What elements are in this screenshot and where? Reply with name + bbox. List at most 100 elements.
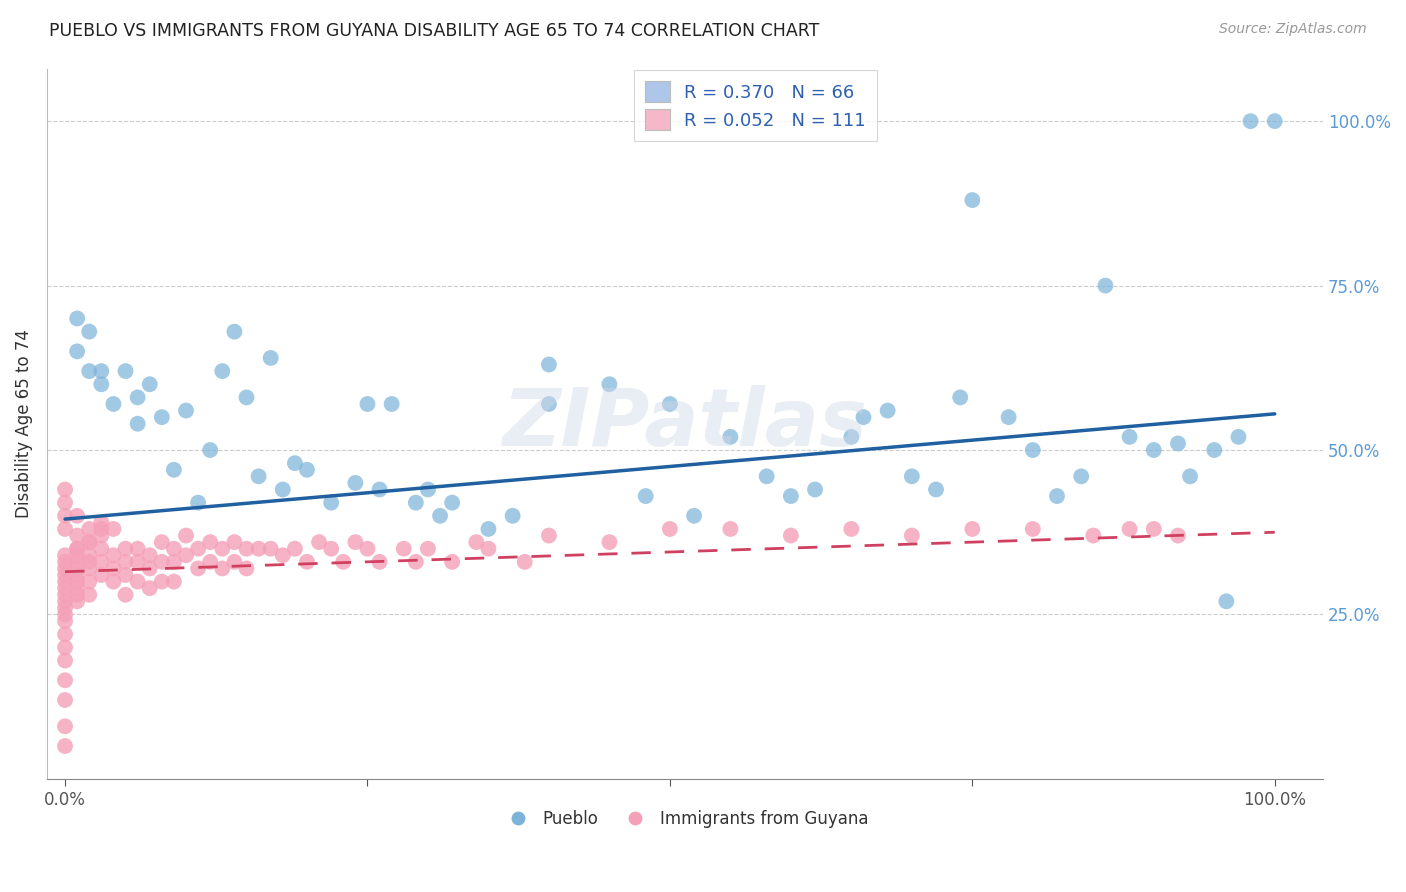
Point <box>53 594 76 608</box>
Point <box>53 739 76 753</box>
Point <box>66 508 89 523</box>
Point <box>356 397 378 411</box>
Point <box>114 555 136 569</box>
Point <box>127 541 149 556</box>
Point <box>658 522 681 536</box>
Point <box>1143 443 1166 458</box>
Point <box>53 496 76 510</box>
Point <box>841 522 863 536</box>
Point <box>598 535 620 549</box>
Point <box>997 410 1019 425</box>
Point <box>90 555 112 569</box>
Point <box>103 574 125 589</box>
Point <box>247 469 270 483</box>
Point <box>53 627 76 641</box>
Point <box>718 522 741 536</box>
Point <box>321 496 343 510</box>
Point <box>163 555 186 569</box>
Point <box>103 522 125 536</box>
Point <box>200 555 222 569</box>
Point <box>235 391 257 405</box>
Point <box>537 397 560 411</box>
Point <box>1118 430 1140 444</box>
Text: Source: ZipAtlas.com: Source: ZipAtlas.com <box>1219 22 1367 37</box>
Point <box>163 574 186 589</box>
Point <box>962 522 984 536</box>
Point <box>127 391 149 405</box>
Point <box>150 574 173 589</box>
Point <box>1264 114 1286 128</box>
Point <box>174 528 197 542</box>
Point <box>53 588 76 602</box>
Point <box>77 325 100 339</box>
Point <box>114 541 136 556</box>
Point <box>53 483 76 497</box>
Point <box>53 693 76 707</box>
Point <box>247 541 270 556</box>
Point <box>841 430 863 444</box>
Point <box>53 673 76 688</box>
Point <box>53 508 76 523</box>
Point <box>90 528 112 542</box>
Point <box>465 535 488 549</box>
Point <box>53 600 76 615</box>
Point <box>502 508 524 523</box>
Point <box>138 549 160 563</box>
Point <box>368 483 391 497</box>
Point <box>271 483 294 497</box>
Point <box>405 496 427 510</box>
Point <box>949 391 972 405</box>
Point <box>416 541 439 556</box>
Point <box>392 541 415 556</box>
Point <box>235 561 257 575</box>
Point <box>962 193 984 207</box>
Point <box>260 541 283 556</box>
Point <box>77 574 100 589</box>
Point <box>77 549 100 563</box>
Point <box>1083 528 1105 542</box>
Point <box>1227 430 1250 444</box>
Point <box>200 443 222 458</box>
Point <box>187 496 209 510</box>
Point <box>114 588 136 602</box>
Point <box>308 535 330 549</box>
Point <box>284 541 307 556</box>
Point <box>103 397 125 411</box>
Point <box>211 541 233 556</box>
Point <box>211 561 233 575</box>
Point <box>77 364 100 378</box>
Point <box>356 541 378 556</box>
Point <box>53 555 76 569</box>
Point <box>77 588 100 602</box>
Point <box>271 549 294 563</box>
Point <box>77 522 100 536</box>
Y-axis label: Disability Age 65 to 74: Disability Age 65 to 74 <box>15 329 32 518</box>
Point <box>876 403 898 417</box>
Point <box>163 463 186 477</box>
Point <box>224 555 246 569</box>
Point <box>368 555 391 569</box>
Point <box>138 581 160 595</box>
Point <box>224 535 246 549</box>
Point <box>90 377 112 392</box>
Point <box>804 483 827 497</box>
Point <box>163 541 186 556</box>
Point <box>127 555 149 569</box>
Point <box>901 469 924 483</box>
Point <box>103 549 125 563</box>
Point <box>66 581 89 595</box>
Point <box>779 528 801 542</box>
Point <box>77 561 100 575</box>
Point <box>1239 114 1261 128</box>
Point <box>477 522 499 536</box>
Point <box>90 541 112 556</box>
Point <box>755 469 778 483</box>
Point <box>66 541 89 556</box>
Point <box>66 561 89 575</box>
Point <box>779 489 801 503</box>
Point <box>344 535 367 549</box>
Point <box>344 475 367 490</box>
Point <box>53 549 76 563</box>
Point <box>53 581 76 595</box>
Point <box>224 325 246 339</box>
